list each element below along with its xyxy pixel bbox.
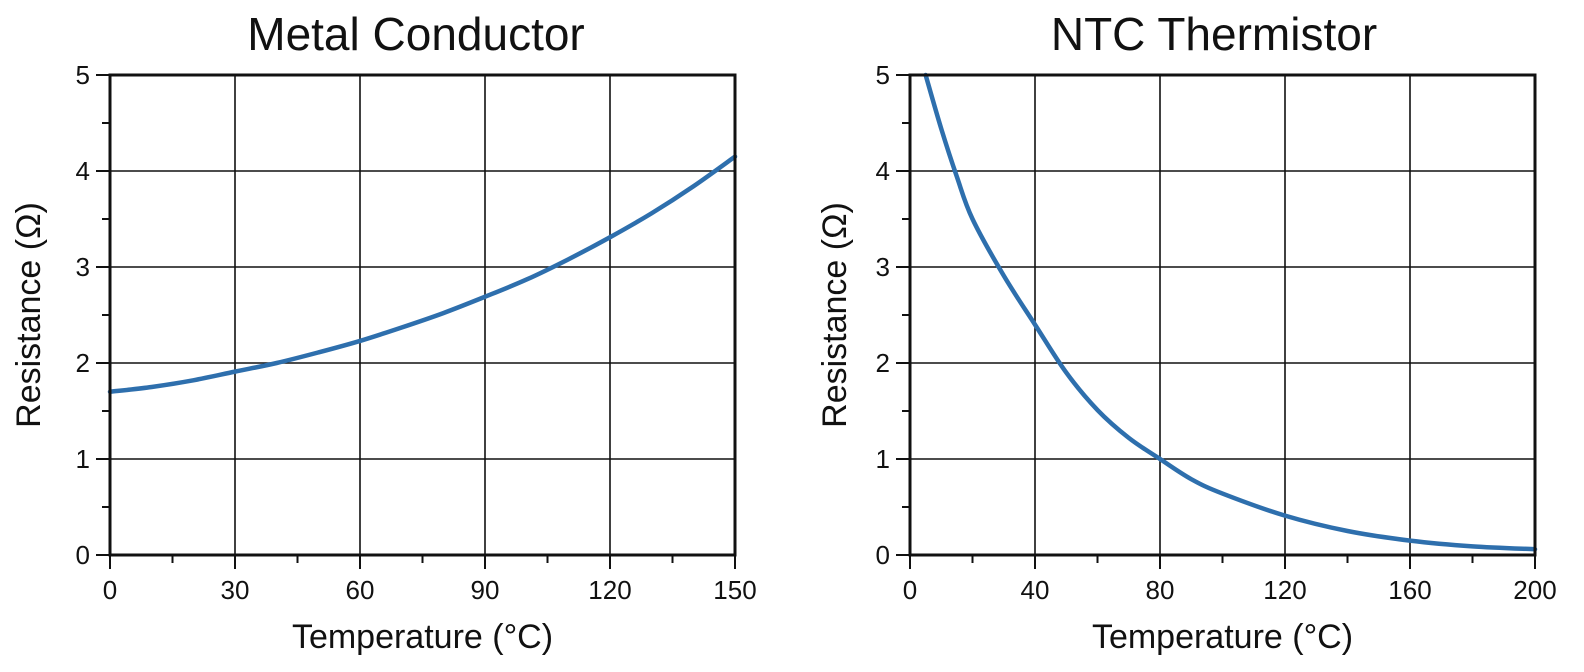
x-tick-label: 160 bbox=[1388, 575, 1431, 605]
y-tick-label: 1 bbox=[76, 444, 90, 474]
x-tick-label: 60 bbox=[346, 575, 375, 605]
chart-panel-1: 0 30 60 90 120 150 0 1 2 3 4 5 Metal Conductor Temper… bbox=[10, 8, 757, 656]
x-tick-label: 200 bbox=[1513, 575, 1556, 605]
x-axis-label: Temperature (°C) bbox=[292, 618, 553, 656]
x-tick-label: 30 bbox=[221, 575, 250, 605]
y-tick-label: 2 bbox=[876, 348, 890, 378]
plot-frame bbox=[108, 73, 737, 557]
y-tick-label: 0 bbox=[876, 540, 890, 570]
x-axis-label: Temperature (°C) bbox=[1092, 618, 1353, 656]
data-line bbox=[923, 72, 1538, 552]
y-axis-label: Resistance (Ω) bbox=[10, 202, 48, 428]
y-tick-label: 4 bbox=[876, 156, 890, 186]
x-tick-label: 120 bbox=[588, 575, 631, 605]
x-tick-label: 120 bbox=[1263, 575, 1306, 605]
y-tick-label: 1 bbox=[876, 444, 890, 474]
chart-panel-2: 0 40 80 120 160 200 0 1 2 3 4 5 NTC Thermistor Temper… bbox=[816, 8, 1557, 656]
x-tick-label: 40 bbox=[1021, 575, 1050, 605]
x-tick-label: 0 bbox=[903, 575, 917, 605]
x-tick-label: 150 bbox=[713, 575, 756, 605]
x-tick-label: 90 bbox=[471, 575, 500, 605]
y-tick-label: 2 bbox=[76, 348, 90, 378]
y-tick-label: 3 bbox=[76, 252, 90, 282]
data-line bbox=[107, 154, 738, 395]
y-tick-label: 3 bbox=[876, 252, 890, 282]
chart-title: NTC Thermistor bbox=[1051, 8, 1377, 60]
x-tick-label: 80 bbox=[1146, 575, 1175, 605]
plot-frame bbox=[908, 73, 1537, 557]
y-tick-label: 0 bbox=[76, 540, 90, 570]
y-tick-label: 5 bbox=[76, 60, 90, 90]
y-axis-label: Resistance (Ω) bbox=[816, 202, 854, 428]
y-tick-label: 5 bbox=[876, 60, 890, 90]
y-tick-label: 4 bbox=[76, 156, 90, 186]
chart-title: Metal Conductor bbox=[247, 8, 585, 60]
x-tick-label: 0 bbox=[103, 575, 117, 605]
